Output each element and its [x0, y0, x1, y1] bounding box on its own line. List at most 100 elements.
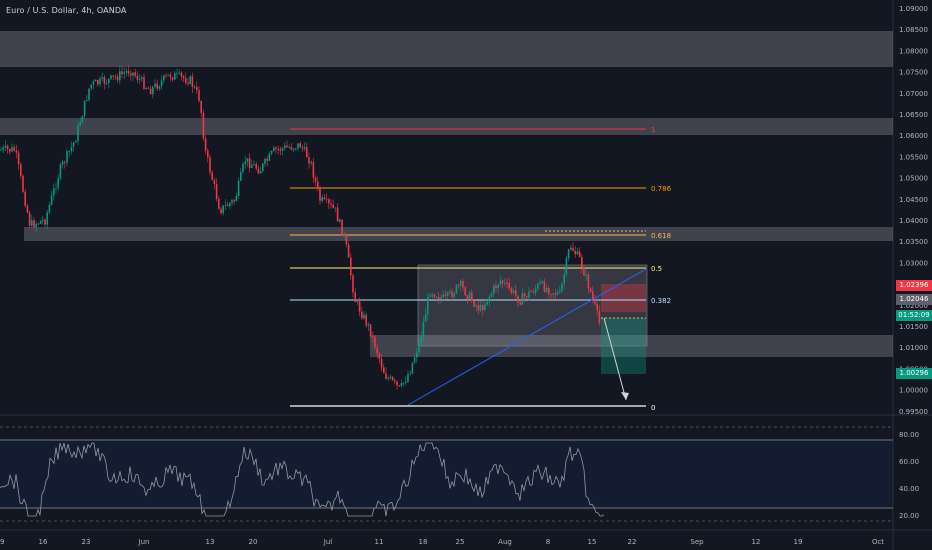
projection-arrow[interactable] [603, 317, 627, 401]
candle-body [350, 257, 352, 276]
position-stop-zone[interactable] [601, 284, 646, 312]
candle-body [105, 83, 108, 84]
candle-body [497, 284, 499, 289]
candle-body [301, 147, 304, 149]
candle-body [468, 292, 471, 299]
candle-body [270, 150, 273, 154]
candle-body [39, 220, 42, 224]
price-tick-label: 1.08000 [899, 47, 928, 55]
candle-body [64, 161, 66, 163]
candle-body [561, 283, 563, 291]
candle-body [405, 381, 407, 383]
candle-body [174, 73, 176, 80]
candle-body [286, 145, 288, 148]
fib-retracement[interactable]: 1 0.786 0.618 0.5 0.382 0 [290, 126, 672, 412]
range-box[interactable] [417, 264, 648, 347]
trendline[interactable] [407, 268, 647, 406]
candle-body [198, 90, 200, 101]
candle-body [407, 374, 409, 382]
candle-body [253, 164, 255, 166]
candle-body [424, 314, 427, 322]
candle-body [28, 212, 31, 226]
time-tick-label: 13 [206, 538, 215, 546]
candle-body [352, 275, 354, 293]
candle-body [482, 305, 484, 311]
time-axis[interactable]: 9 16 23 Jun 13 20 Jul 11 18 25 Aug 8 15 22 Sep 12 19 Oct [0, 538, 884, 546]
candle-body [534, 288, 537, 293]
candle-body [218, 198, 220, 209]
candle-body [0, 149, 2, 151]
candle-body [477, 305, 480, 311]
candle-body [422, 321, 425, 337]
candle-body [576, 251, 579, 255]
candle-body [136, 75, 139, 80]
candle-body [11, 147, 13, 152]
candle-body [521, 293, 524, 305]
candle-body [312, 162, 315, 178]
candle-body [451, 291, 453, 298]
candle-body [290, 147, 293, 150]
candle-body [191, 76, 194, 88]
price-axis[interactable]: 1.09000 1.08500 1.08000 1.07500 1.07000 1.065… [899, 5, 928, 416]
fib-level-1-label: 1 [651, 126, 655, 134]
candle-body [449, 291, 451, 293]
position-target-zone[interactable] [601, 318, 646, 374]
candle-body [532, 291, 535, 293]
zone-middle[interactable] [24, 227, 893, 241]
candle-body [33, 220, 35, 228]
candle-body [303, 147, 306, 149]
candle-body [231, 200, 233, 204]
candle-body [187, 82, 189, 84]
rsi-tick-label: 60.00 [899, 458, 919, 466]
candle-body [369, 324, 372, 337]
candle-body [515, 290, 517, 296]
zone-upper[interactable] [0, 118, 893, 135]
candle-body [4, 145, 7, 148]
candle-body [130, 73, 132, 76]
candle-body [193, 86, 196, 88]
candle-body [345, 234, 348, 245]
candle-body [328, 199, 330, 204]
symbol-title[interactable]: Euro / U.S. Dollar, 4h, OANDA [6, 6, 127, 15]
candle-body [356, 301, 359, 303]
candle-body [132, 72, 134, 76]
candle-body [559, 290, 561, 293]
candle-body [530, 291, 532, 292]
candle-body [440, 297, 442, 300]
time-tick-label: 20 [249, 538, 258, 546]
candle-body [325, 198, 328, 200]
arrow-head-icon [621, 392, 629, 400]
fib-level-0-label: 0 [651, 404, 655, 412]
candle-body [20, 164, 22, 176]
candle-body [246, 158, 249, 162]
candle-body [264, 158, 266, 164]
fib-level-0618-label: 0.618 [651, 232, 671, 240]
candle-body [86, 100, 88, 101]
candle-body [427, 296, 429, 315]
candle-body [156, 83, 158, 89]
candle-body [297, 143, 299, 149]
candle-body [134, 72, 136, 76]
candle-body [79, 122, 81, 126]
time-tick-label: 11 [375, 538, 384, 546]
zone-top[interactable] [0, 31, 893, 67]
candle-body [563, 274, 565, 284]
candle-body [429, 294, 431, 297]
candle-body [68, 151, 70, 152]
candle-body [528, 291, 530, 298]
candle-body [147, 87, 150, 89]
candle-body [97, 79, 99, 85]
candle-body [44, 219, 46, 225]
candle-body [81, 116, 84, 123]
candle-body [240, 171, 242, 181]
time-tick-label: 18 [419, 538, 428, 546]
candle-body [31, 220, 33, 226]
candle-body [88, 88, 90, 101]
rsi-indicator[interactable] [0, 426, 893, 522]
candle-body [554, 293, 557, 295]
candle-body [539, 282, 541, 284]
candle-body [48, 204, 51, 213]
candle-body [182, 76, 185, 79]
candle-body [317, 181, 319, 188]
